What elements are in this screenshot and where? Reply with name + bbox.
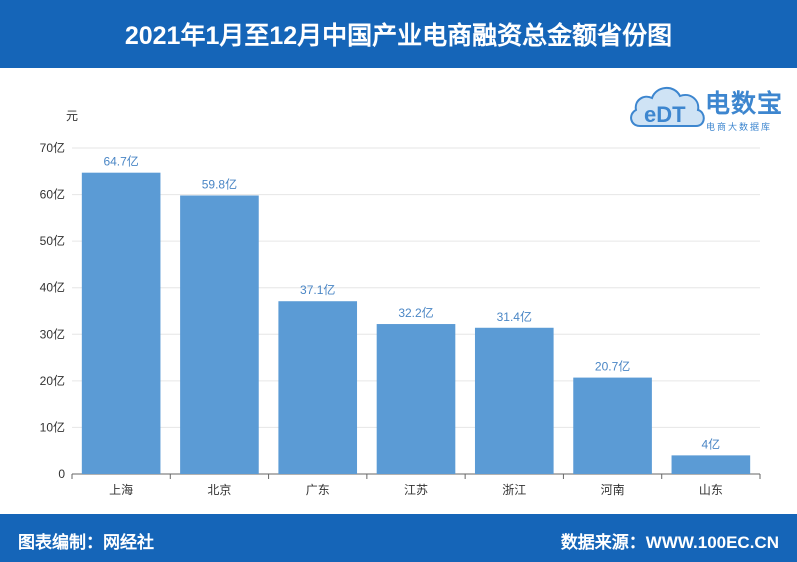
logo-subtitle: 电商大数据库: [706, 122, 773, 132]
y-tick-label: 0: [58, 467, 65, 481]
y-tick-label: 70亿: [40, 140, 65, 155]
bar-1: [81, 172, 161, 474]
footer: 图表编制：网经社 数据来源：WWW.100EC.CN: [0, 514, 797, 562]
data-label: 59.8亿: [202, 177, 237, 192]
data-label: 31.4亿: [497, 309, 532, 324]
data-label: 4亿: [702, 436, 721, 451]
logo-name: 电数宝: [705, 90, 784, 118]
bar-4: [376, 324, 456, 474]
y-tick-label: 60亿: [40, 187, 65, 202]
x-tick-label: 北京: [207, 483, 231, 497]
value-labels: 64.7亿 59.8亿 37.1亿 32.2亿 31.4亿 20.7亿 4亿: [103, 154, 720, 452]
y-tick-label: 50亿: [40, 233, 65, 248]
footer-compiler: 图表编制：网经社: [18, 533, 154, 552]
x-tick-label: 广东: [306, 483, 330, 497]
bars: [81, 172, 751, 474]
y-tick-label: 40亿: [40, 280, 65, 295]
y-axis-unit: 元: [66, 109, 78, 123]
bar-6: [573, 377, 652, 474]
x-axis-labels: 上海 北京 广东 江苏 浙江 河南 山东: [109, 482, 723, 497]
data-label: 20.7亿: [595, 359, 630, 374]
data-label: 37.1亿: [300, 282, 335, 297]
x-tick-label: 河南: [601, 482, 625, 497]
y-tick-label: 30亿: [40, 326, 65, 341]
bar-3: [278, 301, 358, 474]
logo-mark: eDT: [644, 102, 686, 127]
chart-title: 2021年1月至12月中国产业电商融资总金额省份图: [0, 0, 797, 68]
bar-2: [180, 195, 259, 474]
x-tick-label: 山东: [699, 483, 723, 497]
bar-7: [671, 455, 751, 474]
y-axis-ticks: 0 10亿 20亿 30亿 40亿 50亿 60亿 70亿: [40, 140, 66, 481]
x-tick-label: 浙江: [502, 483, 526, 497]
data-label: 64.7亿: [103, 154, 138, 169]
data-label: 32.2亿: [398, 305, 433, 320]
cloud-logo-icon: eDT: [630, 87, 705, 127]
x-tick-label: 上海: [109, 482, 133, 497]
x-tick-label: 江苏: [404, 483, 428, 497]
footer-source: 数据来源：WWW.100EC.CN: [560, 533, 779, 552]
y-tick-label: 10亿: [40, 419, 65, 434]
bar-5: [474, 327, 554, 474]
y-tick-label: 20亿: [40, 373, 65, 388]
